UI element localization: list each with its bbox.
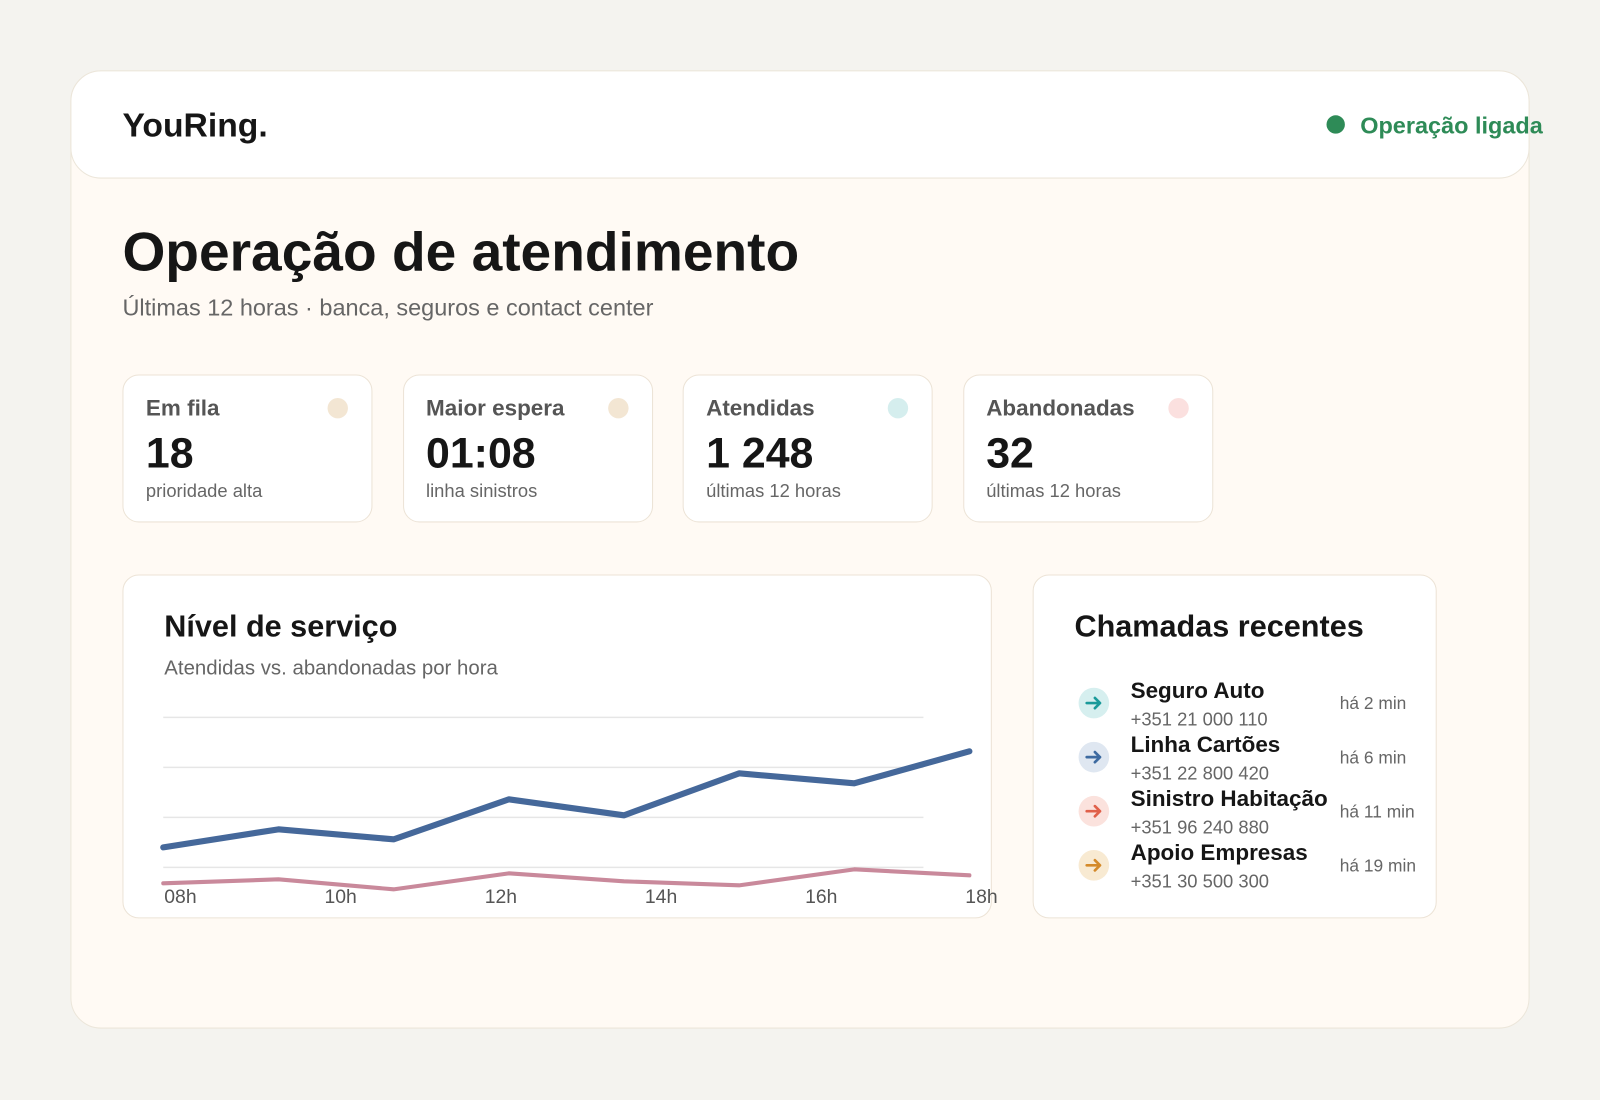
call-time: há 2 min (1339, 693, 1407, 714)
recent-title: Chamadas recentes (1074, 610, 1364, 644)
call-name[interactable]: Seguro Auto (1130, 677, 1265, 704)
kpi-value: 18 (145, 428, 194, 477)
kpi-dot (1167, 397, 1189, 419)
kpi-note: últimas 12 horas (986, 480, 1121, 502)
chart-subtitle: Atendidas vs. abandonadas por hora (164, 657, 498, 680)
kpi-card[interactable] (962, 374, 1213, 523)
page-title: Operação de atendimento (122, 221, 800, 283)
chart-title: Nível de serviço (164, 610, 398, 644)
kpi-label: Abandonadas (986, 394, 1135, 421)
call-time: há 19 min (1339, 856, 1416, 876)
kpi-label: Maior espera (426, 394, 565, 421)
chart-card (122, 574, 992, 919)
kpi-note: linha sinistros (426, 480, 538, 502)
call-phone: +351 21 000 110 (1130, 709, 1268, 730)
kpi-dot (327, 397, 348, 419)
page-subtitle: Últimas 12 horas · banca, seguros e cont… (122, 293, 654, 321)
call-icon[interactable] (1078, 849, 1110, 881)
call-name[interactable]: Apoio Empresas (1130, 839, 1308, 866)
call-time: há 11 min (1339, 802, 1415, 822)
kpi-value: 32 (986, 428, 1034, 477)
arrow-icon (1085, 858, 1102, 872)
call-time: há 6 min (1339, 747, 1407, 768)
arrow-icon (1085, 750, 1102, 764)
call-phone: +351 22 800 420 (1130, 763, 1270, 784)
kpi-dot (607, 397, 629, 419)
kpi-label: Atendidas (706, 394, 815, 421)
call-icon[interactable] (1078, 795, 1110, 827)
kpi-value: 1 248 (706, 428, 814, 477)
call-name[interactable]: Sinistro Habitação (1130, 785, 1328, 812)
kpi-value: 01:08 (426, 428, 536, 477)
call-phone: +351 96 240 880 (1130, 817, 1270, 838)
kpi-label: Em fila (145, 394, 220, 421)
kpi-card[interactable] (402, 374, 653, 523)
kpi-note: últimas 12 horas (706, 480, 841, 502)
logo[interactable]: YouRing. (122, 106, 268, 144)
status-dot (1326, 115, 1345, 134)
call-icon[interactable] (1078, 687, 1110, 719)
status: Operação ligada (1360, 112, 1543, 139)
kpi-note: prioridade alta (145, 480, 263, 502)
arrow-icon (1085, 696, 1102, 710)
call-name[interactable]: Linha Cartões (1130, 731, 1281, 758)
header (70, 70, 1530, 179)
call-phone: +351 30 500 300 (1130, 871, 1270, 892)
kpi-dot (887, 397, 909, 419)
call-icon[interactable] (1078, 741, 1110, 773)
arrow-icon (1085, 804, 1102, 818)
